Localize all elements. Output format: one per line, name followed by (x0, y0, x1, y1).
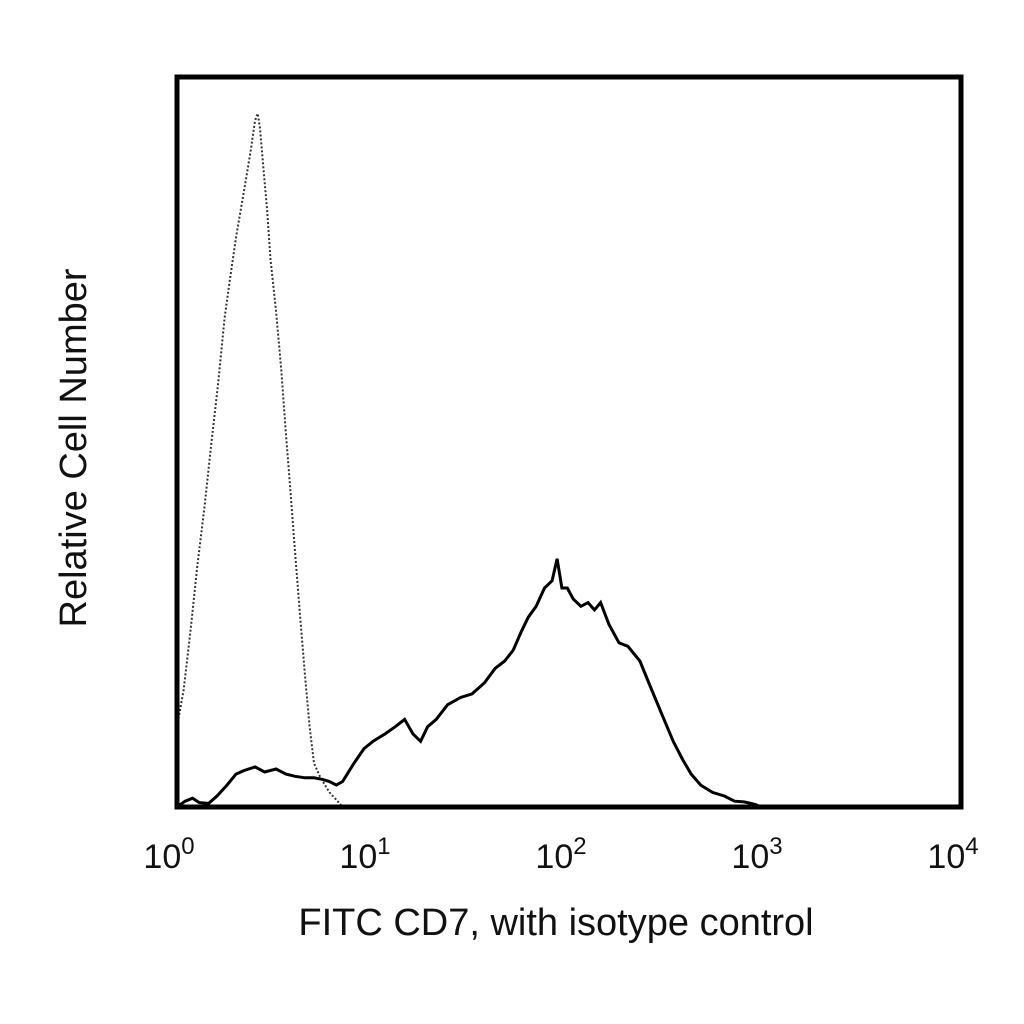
y-axis-title: Relative Cell Number (53, 268, 95, 627)
x-axis-title: FITC CD7, with isotype control (298, 902, 813, 944)
x-tick-labels: 100 101 102 103 104 (143, 833, 978, 876)
x-tick-label: 103 (731, 833, 782, 876)
isotype-control-histogram (176, 109, 344, 808)
series-layer (176, 109, 762, 809)
x-tick-label: 104 (927, 833, 978, 876)
plot-frame (174, 74, 964, 810)
x-tick-label: 102 (535, 833, 586, 876)
x-tick-label: 100 (143, 833, 194, 876)
cd7-histogram (176, 558, 762, 809)
x-tick-label: 101 (339, 833, 390, 876)
